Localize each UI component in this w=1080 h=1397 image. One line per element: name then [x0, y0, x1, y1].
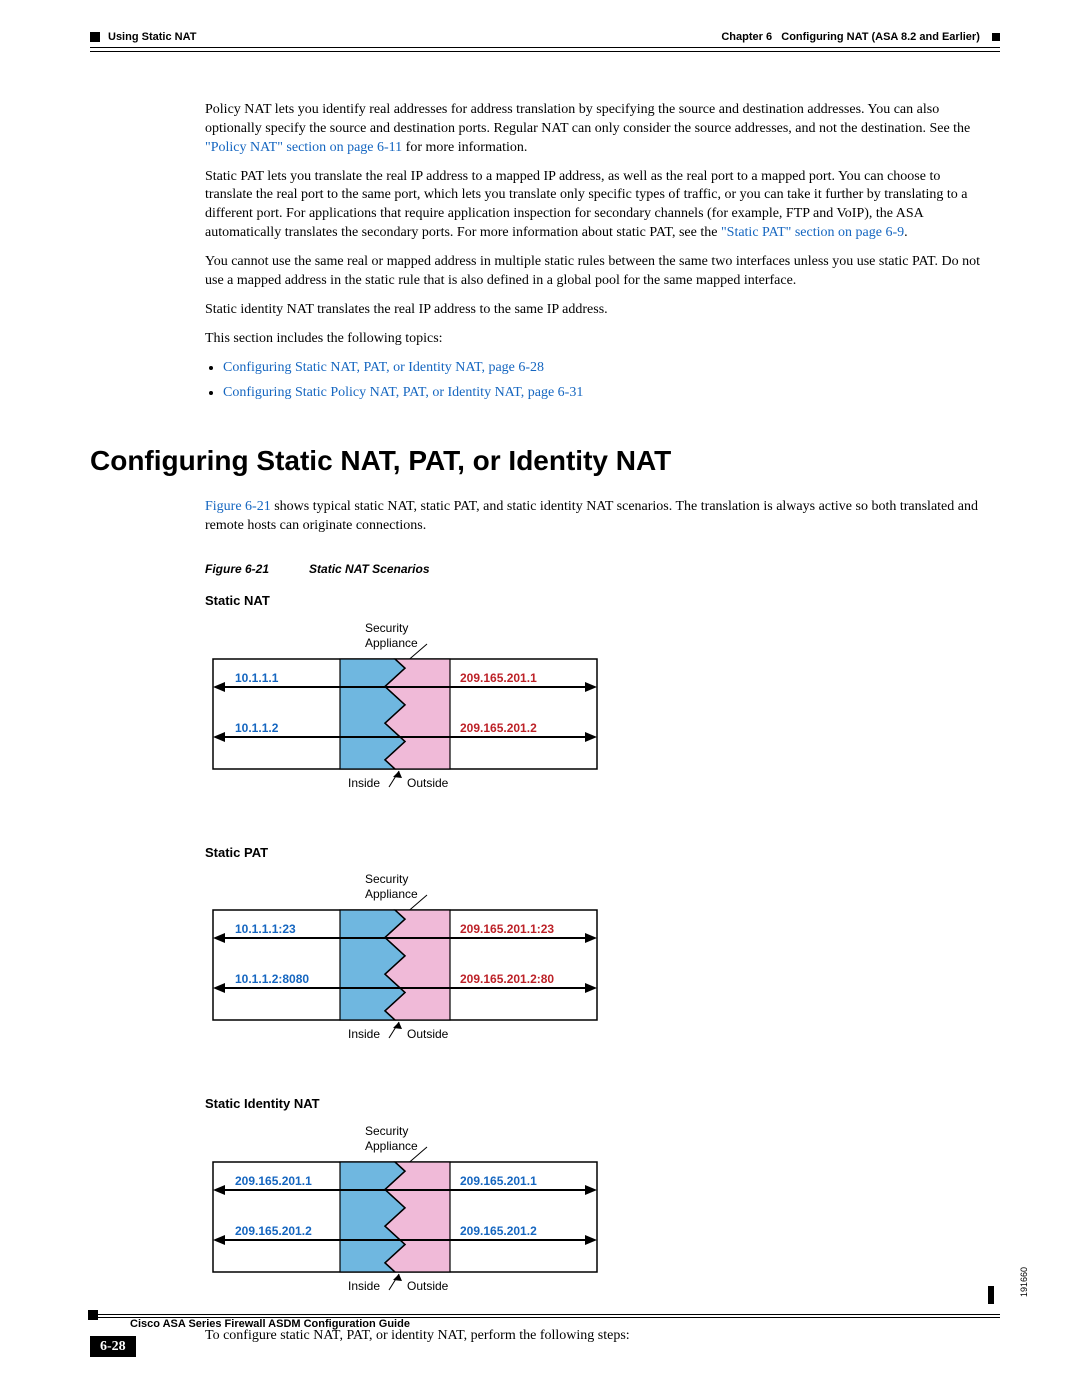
paragraph-static-pat: Static PAT lets you translate the real I… — [205, 168, 980, 244]
paragraph-identity-nat: Static identity NAT translates the real … — [205, 301, 980, 320]
nat-diagram-svg: Security Appliance 209.165.201.1 209.165… — [205, 1117, 605, 1307]
svg-text:Inside: Inside — [348, 1279, 380, 1293]
link-figure-ref[interactable]: Figure 6-21 — [205, 499, 271, 514]
svg-text:209.165.201.1:23: 209.165.201.1:23 — [460, 922, 554, 936]
footer-book-title: Cisco ASA Series Firewall ASDM Configura… — [130, 1317, 410, 1332]
svg-text:209.165.201.1: 209.165.201.1 — [235, 1174, 312, 1188]
paragraph-topics-intro: This section includes the following topi… — [205, 330, 980, 349]
svg-text:Security: Security — [365, 1124, 408, 1138]
diagram-title: Static Identity NAT — [205, 1095, 605, 1113]
diagram-title: Static NAT — [205, 592, 605, 610]
nat-diagram: Static NAT Security Appliance 10.1.1.1 2… — [205, 592, 605, 804]
svg-text:209.165.201.1: 209.165.201.1 — [460, 1174, 537, 1188]
header-marker — [90, 32, 100, 42]
paragraph-figure-intro: Figure 6-21 shows typical static NAT, st… — [205, 498, 980, 536]
image-code: 191660 — [1018, 1267, 1030, 1297]
nat-diagram: Static PAT Security Appliance 10.1.1.1:2… — [205, 844, 605, 1056]
nat-diagram-svg: Security Appliance 10.1.1.1:23 209.165.2… — [205, 865, 605, 1055]
link-topic-2[interactable]: Configuring Static Policy NAT, PAT, or I… — [223, 385, 583, 400]
diagram-title: Static PAT — [205, 844, 605, 862]
link-policy-nat[interactable]: "Policy NAT" section on page 6-11 — [205, 140, 402, 155]
figure-diagrams: Static NAT Security Appliance 10.1.1.1 2… — [205, 592, 980, 1307]
section-heading: Configuring Static NAT, PAT, or Identity… — [90, 442, 1000, 480]
svg-text:209.165.201.2: 209.165.201.2 — [460, 721, 537, 735]
figure-caption: Figure 6-21Static NAT Scenarios — [205, 561, 980, 577]
paragraph-policy-nat: Policy NAT lets you identify real addres… — [205, 101, 980, 158]
svg-text:10.1.1.2:8080: 10.1.1.2:8080 — [235, 972, 309, 986]
svg-text:10.1.1.1: 10.1.1.1 — [235, 671, 279, 685]
link-static-pat[interactable]: "Static PAT" section on page 6-9 — [721, 225, 904, 240]
svg-text:209.165.201.2: 209.165.201.2 — [235, 1224, 312, 1238]
svg-text:Inside: Inside — [348, 776, 380, 790]
svg-text:Outside: Outside — [407, 1279, 449, 1293]
paragraph-static-restriction: You cannot use the same real or mapped a… — [205, 253, 980, 291]
svg-text:209.165.201.2:80: 209.165.201.2:80 — [460, 972, 554, 986]
header-section-label: Using Static NAT — [108, 30, 196, 45]
svg-text:Inside: Inside — [348, 1027, 380, 1041]
header-chapter: Chapter 6 Configuring NAT (ASA 8.2 and E… — [721, 30, 1000, 45]
page-number: 6-28 — [90, 1336, 136, 1357]
svg-text:10.1.1.2: 10.1.1.2 — [235, 721, 279, 735]
svg-text:Outside: Outside — [407, 776, 449, 790]
link-topic-1[interactable]: Configuring Static NAT, PAT, or Identity… — [223, 360, 544, 375]
svg-text:209.165.201.1: 209.165.201.1 — [460, 671, 537, 685]
svg-text:10.1.1.1:23: 10.1.1.1:23 — [235, 922, 296, 936]
svg-text:209.165.201.2: 209.165.201.2 — [460, 1224, 537, 1238]
svg-text:Security: Security — [365, 872, 408, 886]
footer-right-marker — [988, 1286, 994, 1304]
svg-text:Appliance: Appliance — [365, 636, 418, 650]
nat-diagram-svg: Security Appliance 10.1.1.1 209.165.201.… — [205, 614, 605, 804]
svg-text:Outside: Outside — [407, 1027, 449, 1041]
nat-diagram: Static Identity NAT Security Appliance 2… — [205, 1095, 605, 1307]
svg-text:Appliance: Appliance — [365, 1139, 418, 1153]
svg-text:Appliance: Appliance — [365, 887, 418, 901]
svg-text:Security: Security — [365, 621, 408, 635]
